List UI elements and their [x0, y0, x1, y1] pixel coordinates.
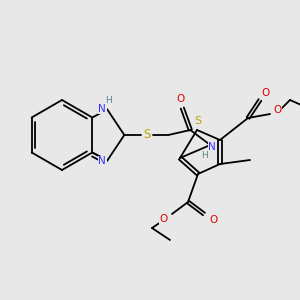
Text: O: O	[160, 214, 168, 224]
Text: S: S	[144, 128, 151, 142]
Text: O: O	[176, 94, 184, 104]
Text: N: N	[98, 157, 106, 166]
Text: O: O	[261, 88, 269, 98]
Text: S: S	[194, 116, 202, 126]
Text: O: O	[209, 215, 217, 225]
Text: N: N	[98, 103, 106, 113]
Text: O: O	[273, 105, 281, 115]
Text: H: H	[105, 96, 112, 105]
Text: H: H	[201, 152, 208, 160]
Text: N: N	[208, 142, 216, 152]
